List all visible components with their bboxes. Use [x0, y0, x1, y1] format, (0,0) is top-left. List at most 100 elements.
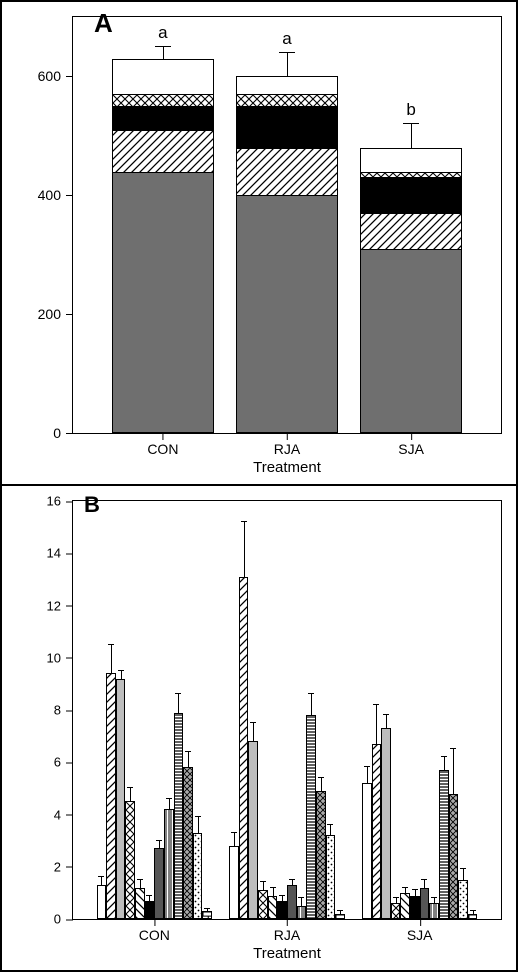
error-cap	[127, 787, 133, 788]
error-bar	[207, 909, 208, 912]
ytick: 2	[54, 859, 73, 874]
error-bar	[463, 869, 464, 879]
bar	[239, 577, 249, 919]
error-cap	[118, 670, 124, 671]
significance-letter: a	[282, 29, 291, 49]
error-bar	[396, 898, 397, 903]
error-bar	[340, 911, 341, 914]
bar	[193, 833, 203, 919]
error-bar	[149, 896, 150, 901]
error-cap	[318, 777, 324, 778]
ytick: 200	[38, 306, 73, 322]
error-bar	[292, 880, 293, 885]
error-cap	[393, 897, 399, 898]
error-cap	[231, 832, 237, 833]
error-cap	[155, 46, 171, 47]
error-bar	[101, 877, 102, 885]
error-cap	[279, 52, 295, 53]
error-bar	[169, 799, 170, 809]
error-bar	[287, 53, 288, 77]
xtick-label: CON	[147, 433, 178, 457]
bar-segment	[112, 59, 215, 95]
bar-group	[229, 501, 345, 919]
bar	[145, 901, 155, 919]
ytick: 8	[54, 703, 73, 718]
ytick: 6	[54, 755, 73, 770]
error-bar	[198, 817, 199, 833]
xtick-label: RJA	[274, 433, 300, 457]
error-cap	[146, 895, 152, 896]
error-cap	[431, 897, 437, 898]
error-cap	[289, 879, 295, 880]
error-cap	[460, 868, 466, 869]
bar	[164, 809, 174, 919]
significance-letter: b	[406, 100, 415, 120]
bar-group	[362, 501, 478, 919]
error-bar	[411, 124, 412, 148]
panel-b: B Amino acid concentration (µmoles.g-1 d…	[2, 486, 516, 970]
error-cap	[364, 766, 370, 767]
bar	[183, 767, 193, 919]
panel-a: A Amino acid concentration (µmoles.g-1 d…	[2, 2, 516, 486]
error-bar	[473, 911, 474, 914]
error-bar	[273, 888, 274, 896]
significance-letter: a	[158, 23, 167, 43]
error-bar	[121, 671, 122, 679]
bar-segment	[360, 177, 463, 213]
error-cap	[373, 704, 379, 705]
error-bar	[130, 788, 131, 801]
error-cap	[98, 876, 104, 877]
error-bar	[453, 749, 454, 793]
bar-segment	[112, 130, 215, 172]
error-bar	[263, 882, 264, 890]
error-cap	[166, 798, 172, 799]
error-bar	[311, 694, 312, 715]
error-cap	[450, 748, 456, 749]
error-cap	[412, 889, 418, 890]
error-bar	[159, 841, 160, 849]
error-bar	[386, 715, 387, 728]
bar-segment	[112, 94, 215, 106]
bar	[287, 885, 297, 919]
stacked-bar: a	[236, 17, 339, 433]
plot-area-a: Treatment 0200400600CONaRJAaSJAb	[72, 16, 502, 434]
bar	[439, 770, 449, 919]
error-bar	[282, 896, 283, 901]
error-cap	[241, 521, 247, 522]
error-bar	[330, 825, 331, 835]
error-cap	[137, 879, 143, 880]
bar	[125, 801, 135, 919]
ytick: 16	[47, 494, 73, 509]
bar	[410, 896, 420, 920]
bar	[202, 911, 212, 919]
bar	[97, 885, 107, 919]
ytick: 400	[38, 187, 73, 203]
error-cap	[108, 644, 114, 645]
error-cap	[308, 693, 314, 694]
bar	[326, 835, 336, 919]
error-bar	[376, 705, 377, 744]
bar-segment	[360, 148, 463, 172]
error-bar	[424, 880, 425, 888]
bar-segment	[236, 195, 339, 433]
xtick-label: SJA	[407, 919, 433, 943]
ytick: 14	[47, 546, 73, 561]
error-bar	[434, 898, 435, 903]
bar	[174, 713, 184, 919]
ytick: 12	[47, 598, 73, 613]
error-cap	[337, 910, 343, 911]
error-bar	[111, 645, 112, 674]
error-cap	[298, 897, 304, 898]
bar-segment	[360, 249, 463, 433]
bar	[277, 901, 287, 919]
error-bar	[188, 752, 189, 768]
bar-segment	[236, 76, 339, 94]
error-cap	[279, 895, 285, 896]
error-cap	[270, 887, 276, 888]
stacked-bar: a	[112, 17, 215, 433]
xtick-label: CON	[139, 919, 170, 943]
error-cap	[421, 879, 427, 880]
error-bar	[301, 898, 302, 906]
error-cap	[175, 693, 181, 694]
error-cap	[260, 881, 266, 882]
